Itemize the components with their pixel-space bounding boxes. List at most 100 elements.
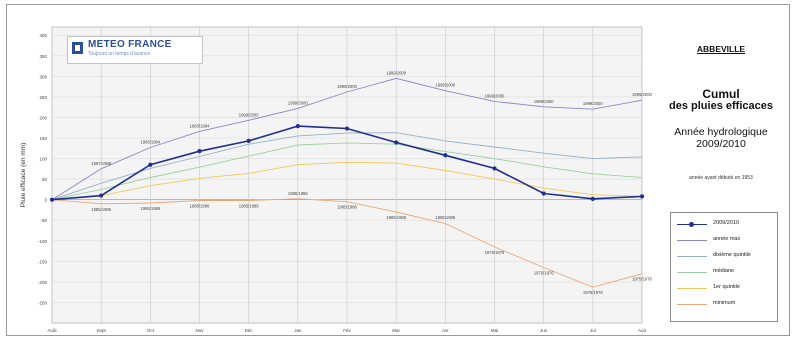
legend-swatch xyxy=(677,256,707,257)
series-line xyxy=(51,142,643,201)
legend-swatch xyxy=(677,240,707,241)
series-point xyxy=(443,153,448,158)
chart-frame: -250 -200 -150 -100 -50 0 50 100 150 200 250 300 350… xyxy=(6,4,790,336)
series-point xyxy=(148,162,153,167)
legend-item: minimum xyxy=(671,299,777,311)
series-point xyxy=(639,194,645,199)
year-annotation: 1999/2000 xyxy=(632,92,652,97)
year-annotation: 1983/1984 xyxy=(190,123,210,128)
year-annotation: 1999/2000 xyxy=(534,99,554,104)
legend-item: 2009/2010 xyxy=(671,219,777,231)
year-annotation: 1985/1986 xyxy=(337,205,357,210)
station-name: ABBEVILLE xyxy=(696,44,746,54)
legend-label: année max xyxy=(713,236,741,242)
series-line xyxy=(51,132,643,201)
legend-label: médiane xyxy=(713,268,735,274)
x-tick-label: Aoû xyxy=(638,328,647,333)
year-annotation: 1999/2000 xyxy=(288,100,308,105)
chart-legend: 2009/2010 année max dixième quintile médian… xyxy=(670,212,778,322)
year-annotation: 1999/2000 xyxy=(583,101,603,106)
x-tick-label: Jun xyxy=(540,328,548,333)
x-tick-label: Mai xyxy=(491,328,498,333)
year-value: 2009/2010 xyxy=(696,138,746,150)
legend-marker xyxy=(689,222,694,227)
series-line xyxy=(51,198,643,288)
x-tick-label: Sept xyxy=(97,328,107,333)
legend-item: année max xyxy=(671,235,777,247)
legend-swatch xyxy=(677,288,707,289)
x-tick-label: Mar xyxy=(392,328,400,333)
x-tick-label: Oct xyxy=(147,328,155,333)
year-annotation: 1985/1986 xyxy=(435,215,455,220)
y-axis-label: Pluie efficace (en mm) xyxy=(20,143,27,208)
legend-item: médiane xyxy=(671,267,777,279)
series-line xyxy=(51,77,643,201)
year-annotation: 1999/2000 xyxy=(337,84,357,89)
legend-swatch xyxy=(677,272,707,273)
year-annotation: 1985/1986 xyxy=(91,207,111,212)
year-annotation: 1975/1976 xyxy=(534,271,554,276)
year-annotation: 1975/1976 xyxy=(632,277,652,282)
year-label: Année hydrologique xyxy=(674,126,768,138)
legend-label: minimum xyxy=(713,300,736,306)
y-tick-label: -150 xyxy=(38,259,48,264)
y-tick-label: 150 xyxy=(39,136,47,141)
period-note: année ayant débuté en 1953 xyxy=(689,175,753,181)
series-point xyxy=(541,191,546,196)
legend-swatch xyxy=(677,304,707,305)
logo-name: METEO FRANCE xyxy=(88,39,172,50)
y-tick-label: 250 xyxy=(39,95,47,100)
legend-item: dixième quintile xyxy=(671,251,777,263)
x-tick-label: Avr xyxy=(442,328,449,333)
year-annotation: 1999/2000 xyxy=(485,93,505,98)
y-tick-label: 300 xyxy=(39,74,47,79)
series-point xyxy=(295,123,300,129)
chart-plot: -250 -200 -150 -100 -50 0 50 100 150 200 250 300 350… xyxy=(20,26,653,333)
meteo-france-logo: METEO FRANCE Toujours un temps d'avance xyxy=(67,36,203,64)
y-tick-label: -50 xyxy=(40,218,47,223)
series-point xyxy=(394,140,399,145)
x-tick-label: Jan xyxy=(294,328,302,333)
year-annotation: 1999/2000 xyxy=(239,112,259,117)
x-tick-label: Août xyxy=(47,328,57,333)
logo-mark-icon xyxy=(72,42,83,54)
series-point xyxy=(246,138,251,143)
year-annotation: 1975/1976 xyxy=(583,290,603,295)
year-annotation: 1985/1986 xyxy=(140,206,160,211)
x-tick-label: Fév xyxy=(343,328,351,333)
y-tick-label: -250 xyxy=(38,300,48,305)
y-tick-label: 100 xyxy=(39,157,47,162)
series-point xyxy=(492,166,497,171)
y-tick-label: 400 xyxy=(39,33,47,38)
y-tick-label: -200 xyxy=(38,280,48,285)
y-tick-label: 50 xyxy=(42,177,48,182)
legend-label: 1er quintile xyxy=(713,284,740,290)
year-annotation: 1985/1986 xyxy=(239,203,259,208)
x-tick-label: Nov xyxy=(195,328,204,333)
year-annotation: 1985/1986 xyxy=(190,203,210,208)
logo-tagline: Toujours un temps d'avance xyxy=(88,51,151,57)
series-line xyxy=(51,161,643,201)
series-point xyxy=(197,149,202,154)
legend-label: dixième quintile xyxy=(713,252,751,258)
y-tick-label: 350 xyxy=(39,54,47,59)
year-annotation: 1985/1986 xyxy=(386,215,406,220)
series-point xyxy=(590,196,595,201)
year-annotation: 1999/2000 xyxy=(435,83,455,88)
series-point xyxy=(49,197,55,202)
year-annotation: 1983/1984 xyxy=(140,139,160,144)
chart-title-line2: des pluies efficaces xyxy=(669,100,773,112)
y-tick-label: 0 xyxy=(44,198,47,203)
y-tick-label: -100 xyxy=(38,239,48,244)
series-point xyxy=(344,126,350,131)
year-annotation: 1975/1976 xyxy=(485,250,505,255)
y-tick-label: 200 xyxy=(39,115,47,120)
legend-label: 2009/2010 xyxy=(713,220,739,226)
year-annotation: 1999/2000 xyxy=(386,70,406,75)
year-annotation: 1985/1986 xyxy=(288,191,308,196)
year-annotation: 1997/1998 xyxy=(91,161,111,166)
series-point xyxy=(99,193,104,198)
x-tick-label: Jul xyxy=(590,328,596,333)
legend-item: 1er quintile xyxy=(671,283,777,295)
x-tick-label: Déc xyxy=(245,328,254,333)
